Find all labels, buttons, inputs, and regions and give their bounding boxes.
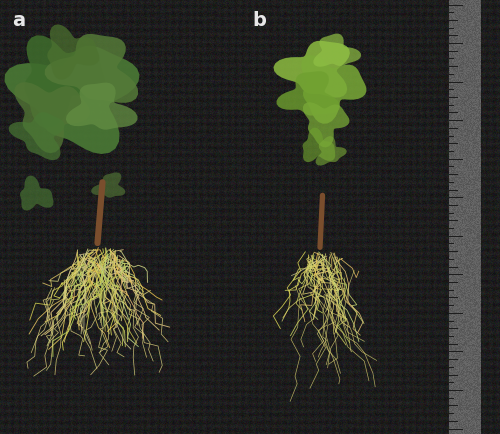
Polygon shape [8, 112, 64, 160]
Polygon shape [301, 55, 366, 124]
Text: b: b [252, 11, 266, 30]
Polygon shape [316, 136, 346, 166]
Polygon shape [47, 24, 100, 80]
Polygon shape [66, 82, 138, 130]
Polygon shape [4, 46, 140, 154]
Polygon shape [24, 35, 105, 128]
Polygon shape [303, 102, 350, 148]
Polygon shape [302, 128, 336, 162]
Polygon shape [91, 172, 125, 198]
Polygon shape [44, 34, 138, 103]
Polygon shape [14, 82, 90, 153]
Polygon shape [276, 71, 340, 115]
Polygon shape [274, 41, 350, 98]
Polygon shape [314, 33, 361, 67]
Polygon shape [20, 176, 54, 210]
Text: a: a [12, 11, 26, 30]
